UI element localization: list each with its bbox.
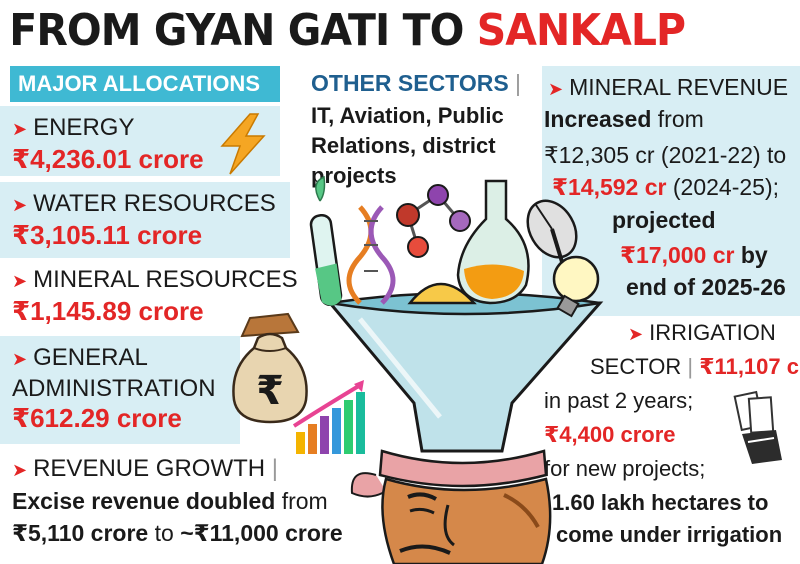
- triangle-bullet-icon: ➤: [12, 195, 28, 215]
- mineral-item: ➤ MINERAL RESOURCES ₹1,145.89 crore: [12, 265, 298, 327]
- flask-icon: [456, 179, 530, 305]
- molecule-icon: [396, 184, 471, 258]
- mineral-value: ₹1,145.89 crore: [12, 296, 204, 326]
- mineral-label: MINERAL RESOURCES: [33, 266, 298, 293]
- irrigation-new: for new projects;: [544, 456, 706, 481]
- title-part-2: SANKALP: [476, 5, 686, 56]
- triangle-bullet-icon: ➤: [12, 119, 28, 139]
- mineral-revenue-line-3: ₹14,592 cr (2024-25);: [552, 174, 779, 200]
- triangle-bullet-icon: ➤: [548, 79, 564, 99]
- lightning-bolt-icon: [220, 113, 266, 175]
- irrigation-v2: ₹4,400 crore: [544, 422, 676, 447]
- mineral-revenue-line-2: ₹12,305 cr (2021-22) to: [544, 142, 787, 168]
- mineral-revenue-line-5: ₹17,000 cr by: [620, 242, 768, 268]
- dna-helix-icon: [346, 205, 396, 305]
- funnel-head-illustration: [309, 175, 604, 564]
- general-label-1: GENERAL: [33, 344, 148, 371]
- energy-value: ₹4,236.01 crore: [12, 144, 204, 174]
- energy-item: ➤ ENERGY ₹4,236.01 crore: [12, 113, 204, 175]
- general-value: ₹612.29 crore: [12, 403, 182, 433]
- growth-bar-chart-icon: [292, 380, 365, 454]
- other-sectors-heading-text: OTHER SECTORS: [311, 70, 509, 96]
- excise-v2: ~₹11,000 crore: [180, 520, 343, 546]
- triangle-bullet-icon: ➤: [628, 324, 644, 344]
- excise-from: from: [281, 488, 328, 514]
- other-line-2: Relations, district: [311, 133, 496, 158]
- triangle-bullet-icon: ➤: [12, 349, 28, 369]
- water-value: ₹3,105.11 crore: [12, 220, 203, 250]
- irrigation-l1: 1.60 lakh hectares to: [552, 490, 769, 515]
- other-line-3: projects: [311, 163, 397, 188]
- title-part-1: FROM GYAN GATI TO: [9, 5, 464, 56]
- mineral-revenue-heading: ➤ MINERAL REVENUE: [548, 74, 789, 100]
- band-general: [0, 336, 240, 444]
- light-bulb-icon: [552, 255, 600, 318]
- page-title: FROM GYAN GATI TO SANKALP: [0, 0, 744, 62]
- irrigation-line-2: SECTOR | ₹11,107 cr: [590, 354, 800, 379]
- other-sectors-body: IT, Aviation, Public Relations, district…: [311, 101, 536, 191]
- irrigation-l2: come under irrigation: [556, 522, 783, 547]
- svg-text:₹: ₹: [256, 368, 284, 414]
- mineral-revenue-line-1: Increased from: [544, 106, 704, 132]
- cash-hand-icon: [733, 390, 782, 464]
- triangle-bullet-icon: ➤: [12, 271, 28, 291]
- mineral-revenue-end: end of 2025-26: [626, 274, 786, 300]
- other-sectors-heading: OTHER SECTORS |: [311, 70, 522, 96]
- irrigation-heading: ➤ IRRIGATION: [628, 320, 776, 345]
- general-item: ➤ GENERAL ADMINISTRATION ₹612.29 crore: [12, 343, 216, 434]
- revenue-growth-item: ➤ REVENUE GROWTH | Excise revenue doubled…: [12, 455, 343, 546]
- rupee-money-bag-icon: ₹: [232, 312, 308, 424]
- test-tube-icon: [309, 175, 343, 307]
- band-water: [0, 182, 290, 258]
- gear-dome-icon: [407, 282, 477, 305]
- irrigation-past: in past 2 years;: [544, 388, 694, 413]
- excise-v1: ₹5,110 crore: [12, 520, 149, 546]
- triangle-bullet-icon: ➤: [12, 460, 28, 480]
- water-label: WATER RESOURCES: [33, 190, 276, 217]
- excise-bold: Excise revenue doubled: [12, 488, 276, 514]
- major-allocations-heading: MAJOR ALLOCATIONS: [10, 66, 280, 102]
- excise-to: to: [154, 520, 174, 546]
- water-item: ➤ WATER RESOURCES ₹3,105.11 crore: [12, 189, 276, 251]
- revenue-growth-label: REVENUE GROWTH: [33, 455, 266, 482]
- energy-label: ENERGY: [33, 114, 135, 141]
- mineral-revenue-projected: projected: [612, 207, 716, 233]
- general-label-2: ADMINISTRATION: [12, 375, 216, 402]
- other-line-1: IT, Aviation, Public: [311, 103, 504, 128]
